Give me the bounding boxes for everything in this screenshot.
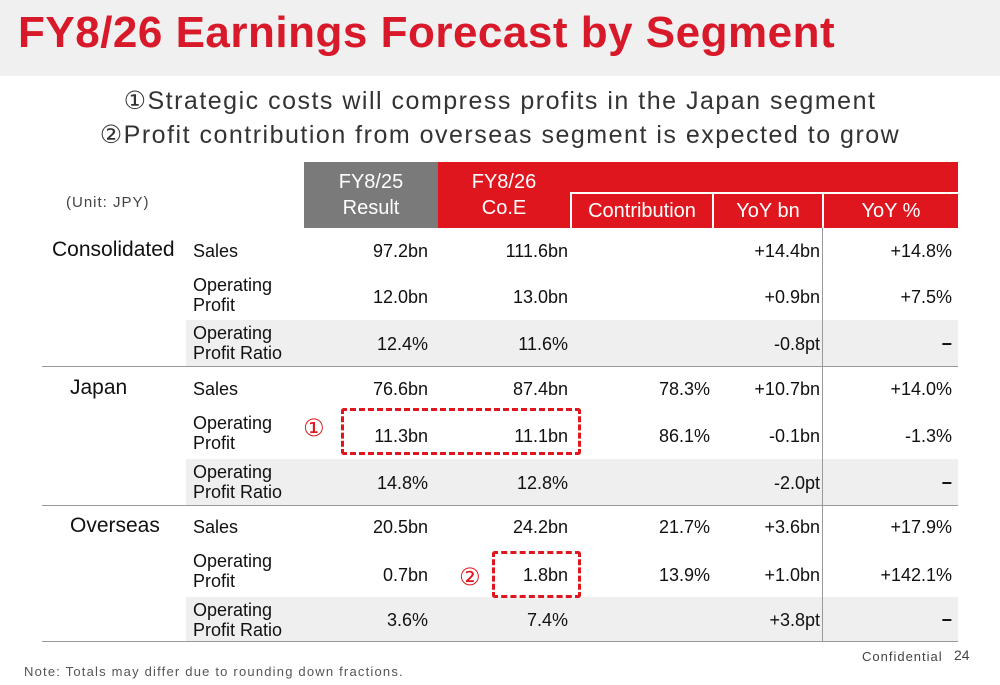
metric-operating-profit: Operating Profit	[193, 413, 272, 453]
cell-consolidated-sales-yoy-bn: +14.4bn	[754, 241, 820, 261]
metric-label-line1: Operating	[193, 551, 273, 571]
cell-consolidated-opr-fy26: 11.6%	[518, 334, 568, 354]
cell-consolidated-opr-yoy-bn: -0.8pt	[773, 334, 820, 354]
cell-japan-sales-yoy-bn: +10.7bn	[754, 379, 820, 399]
cell-japan-opr-fy26: 12.8%	[516, 473, 568, 493]
segment-consolidated: Consolidated	[52, 238, 175, 261]
cell-japan-op-yoy-bn: -0.1bn	[768, 426, 820, 446]
cell-japan-sales-contribution: 78.3%	[658, 379, 710, 399]
segment-divider-1	[42, 366, 958, 367]
metric-label-line1: Operating	[193, 413, 273, 433]
metric-label-line2: Profit	[193, 433, 236, 453]
metric-operating-profit-ratio: Operating Profit Ratio	[193, 323, 282, 363]
footnote: Note: Totals may differ due to rounding …	[24, 664, 404, 679]
cell-japan-sales-fy25: 76.6bn	[372, 379, 428, 399]
cell-overseas-op-yoy-bn: +1.0bn	[764, 565, 820, 585]
cell-japan-op-fy26: 11.1bn	[514, 426, 568, 446]
cell-consolidated-sales-fy25: 97.2bn	[372, 241, 428, 261]
header-yoy-pct: YoY %	[822, 192, 958, 228]
cell-consolidated-op-fy25: 12.0bn	[372, 287, 428, 307]
cell-consolidated-opr-fy25: 12.4%	[376, 334, 428, 354]
metric-label-line2: Profit	[193, 295, 236, 315]
table-bottom-line	[42, 641, 958, 642]
subtitle-line-1: ①Strategic costs will compress profits i…	[123, 87, 877, 115]
cell-overseas-op-contribution: 13.9%	[658, 565, 710, 585]
cell-overseas-op-fy26: 1.8bn	[522, 565, 568, 585]
marker-one: ①	[303, 415, 325, 442]
metric-label-line1: Operating	[193, 462, 273, 482]
cell-japan-op-contribution: 86.1%	[658, 426, 710, 446]
cell-consolidated-sales-fy26: 111.6bn	[505, 241, 568, 261]
cell-overseas-sales-yoy-bn: +3.6bn	[764, 517, 820, 537]
header-fy25-line1: FY8/25	[338, 171, 404, 193]
metric-operating-profit-ratio: Operating Profit Ratio	[193, 600, 282, 640]
column-divider-yoy	[822, 228, 823, 641]
metric-operating-profit: Operating Profit	[193, 275, 272, 315]
cell-japan-opr-fy25: 14.8%	[376, 473, 428, 493]
subtitle-line-2: ②Profit contribution from overseas segme…	[99, 121, 901, 149]
cell-overseas-opr-fy25: 3.6%	[386, 610, 428, 630]
header-fy26-line2: Co.E	[481, 197, 527, 219]
page-number: 24	[954, 647, 970, 663]
segment-japan: Japan	[70, 376, 128, 399]
header-fy25-line2: Result	[342, 197, 400, 219]
highlight-japan-op	[341, 408, 581, 455]
metric-sales: Sales	[193, 241, 239, 261]
cell-consolidated-op-yoy-bn: +0.9bn	[764, 287, 820, 307]
metric-label-line1: Operating	[193, 275, 273, 295]
cell-consolidated-opr-yoy-pct: −	[941, 334, 952, 354]
metric-sales: Sales	[193, 517, 239, 537]
cell-overseas-opr-yoy-bn: +3.8pt	[769, 610, 820, 630]
cell-consolidated-op-yoy-pct: +7.5%	[900, 287, 952, 307]
header-fy26: FY8/26 Co.E	[438, 162, 570, 228]
cell-japan-opr-yoy-bn: -2.0pt	[773, 473, 820, 493]
segment-divider-2	[42, 505, 958, 506]
confidential-label: Confidential	[862, 649, 943, 664]
metric-label-line1: Operating	[193, 600, 273, 620]
page-title: FY8/26 Earnings Forecast by Segment	[18, 8, 836, 57]
shade-row-japan-ratio	[186, 459, 958, 505]
title-bar	[0, 0, 1000, 76]
cell-japan-op-yoy-pct: -1.3%	[904, 426, 952, 446]
shade-row-consolidated-ratio	[186, 320, 958, 366]
cell-overseas-opr-yoy-pct: −	[941, 610, 952, 630]
shade-row-overseas-ratio	[186, 597, 958, 641]
metric-label-line1: Operating	[193, 323, 273, 343]
header-fy26-line1: FY8/26	[471, 171, 537, 193]
metric-sales: Sales	[193, 379, 239, 399]
cell-japan-sales-yoy-pct: +14.0%	[890, 379, 952, 399]
header-contribution: Contribution	[570, 192, 712, 228]
cell-japan-op-fy25: 11.3bn	[374, 426, 428, 446]
marker-two: ②	[459, 564, 481, 591]
cell-japan-opr-yoy-pct: −	[941, 473, 952, 493]
cell-consolidated-sales-yoy-pct: +14.8%	[890, 241, 952, 261]
segment-overseas: Overseas	[70, 514, 160, 537]
unit-label: (Unit: JPY)	[66, 194, 150, 211]
metric-label-line2: Profit Ratio	[193, 620, 283, 640]
cell-consolidated-op-fy26: 13.0bn	[512, 287, 568, 307]
header-yoy-bn: YoY bn	[712, 192, 822, 228]
metric-operating-profit: Operating Profit	[193, 551, 272, 591]
header-fy25: FY8/25 Result	[304, 162, 438, 228]
metric-label-line2: Profit	[193, 571, 236, 591]
metric-operating-profit-ratio: Operating Profit Ratio	[193, 462, 282, 502]
header-top-band	[570, 162, 958, 192]
cell-overseas-sales-contribution: 21.7%	[658, 517, 710, 537]
cell-japan-sales-fy26: 87.4bn	[512, 379, 568, 399]
highlight-overseas-op	[492, 551, 581, 598]
cell-overseas-sales-fy26: 24.2bn	[512, 517, 568, 537]
metric-label-line2: Profit Ratio	[193, 343, 283, 363]
cell-overseas-op-yoy-pct: +142.1%	[880, 565, 952, 585]
cell-overseas-sales-fy25: 20.5bn	[372, 517, 428, 537]
cell-overseas-opr-fy26: 7.4%	[526, 610, 568, 630]
cell-overseas-op-fy25: 0.7bn	[382, 565, 428, 585]
metric-label-line2: Profit Ratio	[193, 482, 283, 502]
cell-overseas-sales-yoy-pct: +17.9%	[890, 517, 952, 537]
